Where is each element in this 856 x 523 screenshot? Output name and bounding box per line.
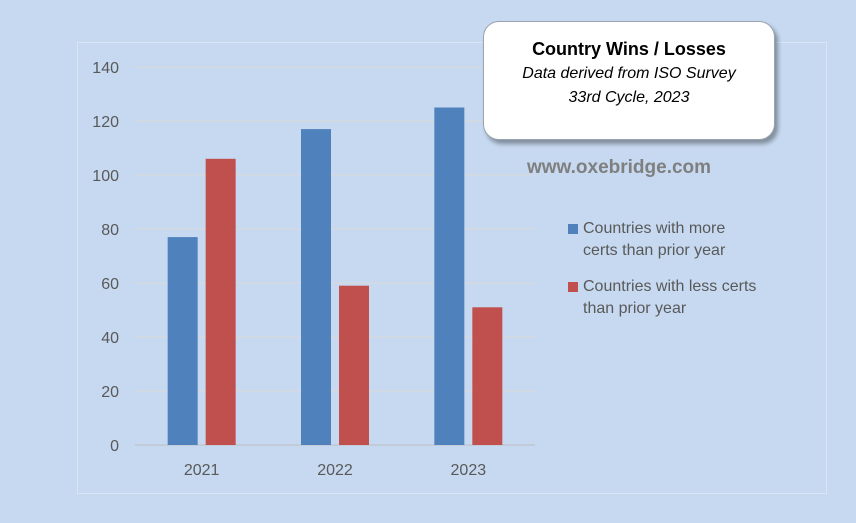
legend-label-more-line1: Countries with more [583,220,726,237]
y-tick-label: 100 [92,168,119,185]
y-tick-label: 140 [92,60,119,77]
y-tick-label: 40 [101,330,119,347]
y-tick-label: 80 [101,222,119,239]
legend-label-more-line2: certs than prior year [583,242,726,259]
y-tick-label: 60 [101,276,119,293]
chart-title-box: Country Wins / Losses Data derived from … [483,21,775,140]
bar-less-2022 [339,285,369,445]
chart-title: Country Wins / Losses [532,39,726,59]
y-tick-label: 120 [92,114,119,131]
bar-more-2021 [167,237,198,445]
legend-swatch-less [568,282,578,292]
y-tick-label: 20 [101,384,119,401]
bar-less-2021 [205,158,236,446]
plot-frame [77,42,827,494]
website-label: www.oxebridge.com [527,157,712,178]
legend-label-less-line1: Countries with less certs [583,278,757,295]
y-tick-label: 0 [110,438,119,455]
legend-swatch-more [568,224,578,234]
legend-label-less-line2: than prior year [583,300,687,317]
x-tick-label: 2021 [184,462,220,479]
chart-subtitle-line1: Data derived from ISO Survey [522,65,736,82]
bar-more-2023 [434,107,465,445]
bar-less-2023 [472,307,503,445]
chart-subtitle-line2: 33rd Cycle, 2023 [568,89,690,106]
x-tick-label: 2022 [317,462,353,479]
x-tick-label: 2023 [451,462,487,479]
bar-more-2022 [301,129,331,445]
